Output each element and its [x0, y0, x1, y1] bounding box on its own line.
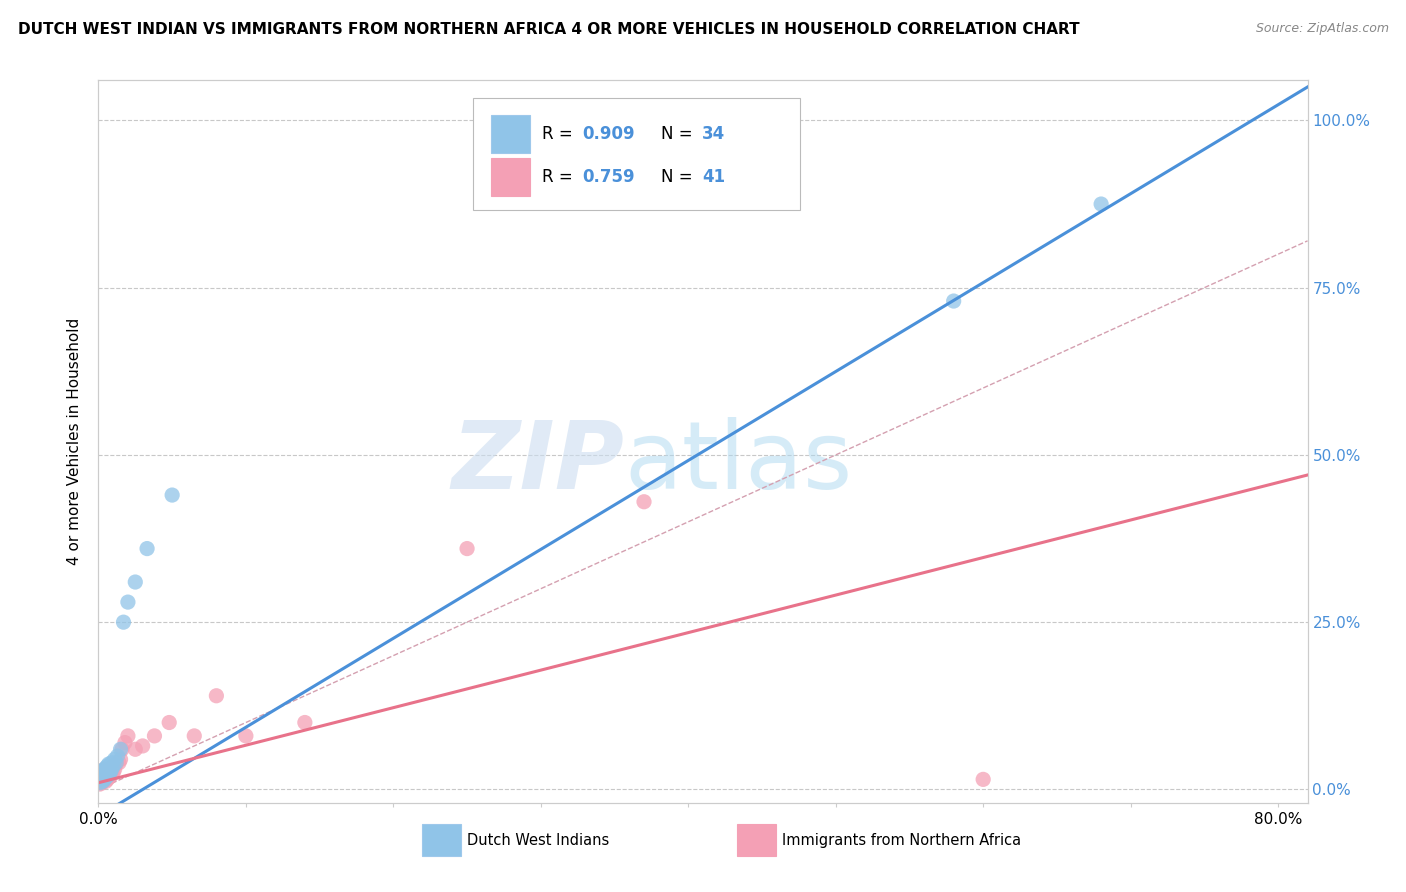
Text: DUTCH WEST INDIAN VS IMMIGRANTS FROM NORTHERN AFRICA 4 OR MORE VEHICLES IN HOUSE: DUTCH WEST INDIAN VS IMMIGRANTS FROM NOR…: [18, 22, 1080, 37]
Point: [111, 742, 134, 756]
Point: [235, 729, 257, 743]
Point: [93, 772, 115, 787]
Point: [101, 759, 124, 773]
Point: [972, 772, 994, 787]
Point: [93, 772, 115, 787]
Text: R =: R =: [543, 125, 578, 143]
Point: [97, 771, 120, 785]
Point: [97, 756, 120, 771]
Point: [91, 769, 114, 783]
Text: atlas: atlas: [624, 417, 852, 509]
Point: [110, 752, 132, 766]
Point: [90, 771, 112, 785]
Point: [96, 759, 118, 773]
Point: [94, 774, 117, 789]
Point: [100, 762, 122, 776]
Point: [91, 774, 114, 789]
Point: [91, 767, 114, 781]
Text: Immigrants from Northern Africa: Immigrants from Northern Africa: [782, 833, 1021, 848]
Point: [124, 575, 146, 590]
Point: [112, 615, 135, 630]
Point: [157, 715, 180, 730]
Point: [100, 762, 122, 776]
Point: [183, 729, 205, 743]
Point: [105, 756, 128, 770]
FancyBboxPatch shape: [492, 158, 530, 196]
Point: [456, 541, 478, 556]
Point: [90, 776, 112, 790]
Point: [107, 749, 129, 764]
Point: [94, 771, 117, 785]
Point: [96, 764, 118, 778]
Point: [94, 771, 117, 785]
Text: 41: 41: [702, 168, 725, 186]
Point: [131, 739, 153, 753]
Point: [160, 488, 183, 502]
Y-axis label: 4 or more Vehicles in Household: 4 or more Vehicles in Household: [67, 318, 83, 566]
Point: [94, 765, 117, 780]
FancyBboxPatch shape: [422, 824, 461, 856]
Text: 0.909: 0.909: [582, 125, 634, 143]
Text: Source: ZipAtlas.com: Source: ZipAtlas.com: [1256, 22, 1389, 36]
Point: [97, 767, 120, 781]
Point: [124, 742, 146, 756]
Point: [98, 769, 121, 783]
FancyBboxPatch shape: [492, 115, 530, 153]
Point: [110, 742, 132, 756]
Point: [94, 765, 117, 780]
Text: Dutch West Indians: Dutch West Indians: [467, 833, 609, 848]
Point: [97, 762, 120, 776]
Point: [93, 767, 115, 781]
Point: [114, 735, 136, 749]
Point: [294, 715, 316, 730]
Point: [104, 752, 127, 766]
Point: [97, 765, 120, 780]
Point: [101, 765, 124, 780]
Point: [89, 772, 111, 787]
Text: ZIP: ZIP: [451, 417, 624, 509]
Point: [100, 767, 122, 781]
Point: [89, 777, 111, 791]
FancyBboxPatch shape: [737, 824, 776, 856]
Point: [136, 541, 159, 556]
Point: [101, 759, 124, 773]
Point: [108, 756, 131, 770]
Point: [104, 762, 127, 776]
Point: [117, 729, 139, 743]
Point: [100, 756, 122, 770]
Point: [105, 756, 128, 771]
Point: [96, 769, 118, 783]
Point: [93, 762, 115, 776]
Point: [942, 294, 965, 309]
Text: R =: R =: [543, 168, 578, 186]
Text: N =: N =: [661, 125, 697, 143]
Point: [96, 767, 118, 781]
Point: [98, 764, 121, 778]
Point: [96, 772, 118, 787]
Point: [93, 767, 115, 781]
Point: [633, 494, 655, 508]
Point: [98, 765, 121, 780]
Point: [117, 595, 139, 609]
Point: [91, 764, 114, 778]
Point: [91, 764, 114, 778]
Point: [143, 729, 166, 743]
Point: [1090, 197, 1112, 211]
Point: [89, 776, 111, 790]
Point: [91, 774, 114, 789]
Text: 34: 34: [702, 125, 725, 143]
Text: 0.759: 0.759: [582, 168, 634, 186]
Point: [93, 762, 115, 776]
Point: [90, 765, 112, 780]
Point: [98, 759, 121, 773]
Point: [94, 761, 117, 775]
Text: N =: N =: [661, 168, 697, 186]
Point: [90, 771, 112, 785]
Point: [205, 689, 228, 703]
FancyBboxPatch shape: [474, 98, 800, 211]
